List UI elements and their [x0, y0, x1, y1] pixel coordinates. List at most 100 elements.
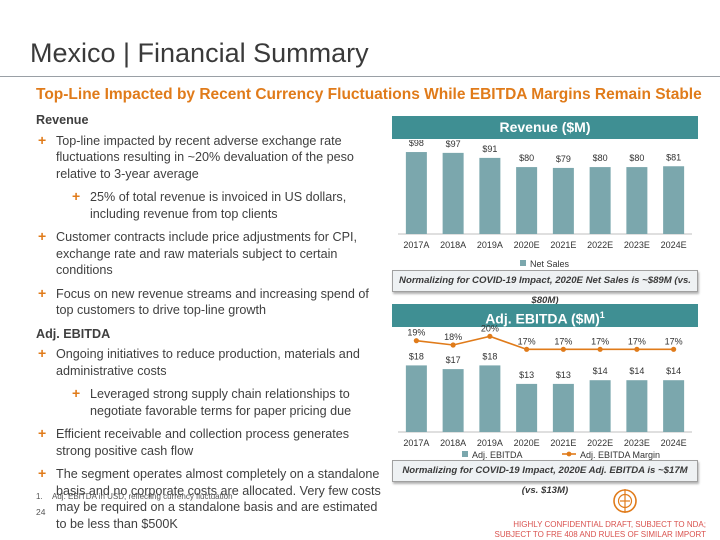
legend-swatch [462, 451, 468, 457]
revenue-bar [516, 167, 538, 234]
legend-swatch [520, 260, 526, 266]
revenue-data-label: $81 [666, 152, 681, 162]
revenue-chart-header: Revenue ($M) [392, 116, 698, 139]
plus-bullet-icon: + [38, 345, 47, 361]
footnote: 1. Adj. EBITDA in USD, reflecting currenc… [36, 492, 233, 501]
margin-line [416, 335, 674, 351]
margin-data-label: 19% [407, 328, 425, 338]
ebitda-heading: Adj. EBITDA [36, 326, 111, 341]
plus-bullet-icon: + [38, 465, 47, 481]
company-logo-icon [613, 489, 637, 513]
ebitda-header-text: Adj. EBITDA ($M) [485, 310, 600, 327]
x-tick-label: 2021E [550, 438, 576, 448]
bullet-text: Leveraged strong supply chain relationsh… [90, 387, 352, 418]
revenue-data-label: $80 [629, 153, 644, 163]
bullet-text: Top-line impacted by recent adverse exch… [56, 133, 354, 181]
margin-point [560, 346, 566, 352]
revenue-chart: $98 2017A $97 2018A $91 2019A $80 2020E $79 2021E… [398, 140, 692, 269]
bullet-text: Efficient receivable and collection proc… [56, 427, 350, 458]
sub-bullet-item: + Leveraged strong supply chain relations… [36, 385, 382, 419]
bullet-text: 25% of total revenue is invoiced in US d… [90, 190, 347, 221]
ebitda-bar [552, 383, 574, 432]
ebitda-bar [479, 365, 501, 432]
ebitda-bar [405, 365, 427, 432]
x-tick-label: 2023E [624, 240, 650, 250]
x-tick-label: 2019A [477, 438, 503, 448]
margin-point [597, 346, 603, 352]
margin-point [413, 338, 419, 344]
margin-data-label: 17% [591, 336, 609, 346]
ebitda-bar [442, 369, 464, 432]
confidentiality-line-2: SUBJECT TO FRE 408 AND RULES OF SIMILAR … [494, 530, 706, 539]
margin-data-label: 17% [628, 336, 646, 346]
margin-data-label: 20% [481, 323, 499, 333]
margin-point [487, 333, 493, 339]
ebitda-header-footnote-marker: 1 [599, 310, 605, 320]
page-title: Mexico | Financial Summary [30, 38, 369, 68]
bullet-text: Customer contracts include price adjustm… [56, 230, 357, 277]
x-tick-label: 2023E [624, 438, 650, 448]
margin-point [524, 346, 530, 352]
ebitda-data-label: $17 [446, 355, 461, 365]
plus-bullet-icon: + [72, 385, 81, 401]
revenue-bar [479, 157, 501, 234]
ebitda-data-label: $18 [482, 351, 497, 361]
ebitda-chart: $18 2017A $17 2018A $18 2019A $13 2020E $13 2021E… [398, 323, 692, 460]
ebitda-data-label: $14 [593, 366, 608, 376]
bullet-text: Ongoing initiatives to reduce production… [56, 347, 360, 378]
x-tick-label: 2024E [661, 240, 687, 250]
margin-data-label: 18% [444, 332, 462, 342]
page-number: 24 [36, 507, 46, 517]
x-tick-label: 2021E [550, 240, 576, 250]
revenue-data-label: $97 [446, 140, 461, 149]
ebitda-bar [516, 383, 538, 432]
legend-label: Adj. EBITDA [472, 450, 523, 460]
bullet-text: Focus on new revenue streams and increas… [56, 286, 369, 318]
x-tick-label: 2017A [403, 240, 429, 250]
margin-data-label: 17% [518, 336, 536, 346]
bullet-text: The segment operates almost completely o… [56, 467, 381, 531]
x-tick-label: 2019A [477, 240, 503, 250]
legend-label: Adj. EBITDA Margin [580, 450, 660, 460]
bullet-item: + Customer contracts include price adjust… [36, 228, 382, 279]
bullet-item: + The segment operates almost completely … [36, 465, 382, 532]
x-tick-label: 2022E [587, 438, 613, 448]
revenue-data-label: $98 [409, 140, 424, 148]
bullet-item: + Ongoing initiatives to reduce productio… [36, 345, 382, 379]
revenue-data-label: $80 [519, 153, 534, 163]
revenue-bar [552, 167, 574, 234]
ebitda-data-label: $14 [629, 366, 644, 376]
revenue-bar [405, 152, 427, 234]
footnote-text: Adj. EBITDA in USD, reflecting currency … [52, 492, 233, 501]
confidentiality-notice: HIGHLY CONFIDENTIAL DRAFT, SUBJECT TO ND… [495, 520, 706, 540]
revenue-bar [626, 167, 648, 234]
ebitda-data-label: $13 [519, 370, 534, 380]
revenue-bar [663, 166, 685, 234]
ebitda-bar [626, 380, 648, 432]
x-tick-label: 2018A [440, 240, 466, 250]
confidentiality-line-1: HIGHLY CONFIDENTIAL DRAFT, SUBJECT TO ND… [513, 520, 706, 529]
x-tick-label: 2017A [403, 438, 429, 448]
bullet-item: + Focus on new revenue streams and increa… [36, 284, 382, 319]
margin-data-label: 17% [554, 336, 572, 346]
bullet-item: + Top-line impacted by recent adverse exc… [36, 131, 382, 183]
revenue-data-label: $91 [482, 144, 497, 154]
page-subtitle: Top-Line Impacted by Recent Currency Flu… [36, 86, 702, 103]
margin-point [450, 342, 456, 348]
x-tick-label: 2020E [514, 438, 540, 448]
bullet-item: + Efficient receivable and collection pro… [36, 425, 382, 459]
ebitda-bar [589, 380, 611, 432]
legend-marker [566, 451, 572, 457]
plus-bullet-icon: + [38, 131, 47, 148]
legend-label: Net Sales [530, 259, 570, 269]
plus-bullet-icon: + [38, 425, 47, 441]
margin-point [634, 346, 640, 352]
ebitda-chart-header: Adj. EBITDA ($M)1 [392, 304, 698, 327]
x-tick-label: 2022E [587, 240, 613, 250]
margin-point [671, 346, 677, 352]
sub-bullet-item: +25% of total revenue is invoiced in US … [36, 188, 382, 222]
revenue-bar [589, 167, 611, 234]
plus-bullet-icon: + [38, 284, 47, 301]
title-divider [0, 76, 720, 77]
revenue-bar [442, 152, 464, 234]
